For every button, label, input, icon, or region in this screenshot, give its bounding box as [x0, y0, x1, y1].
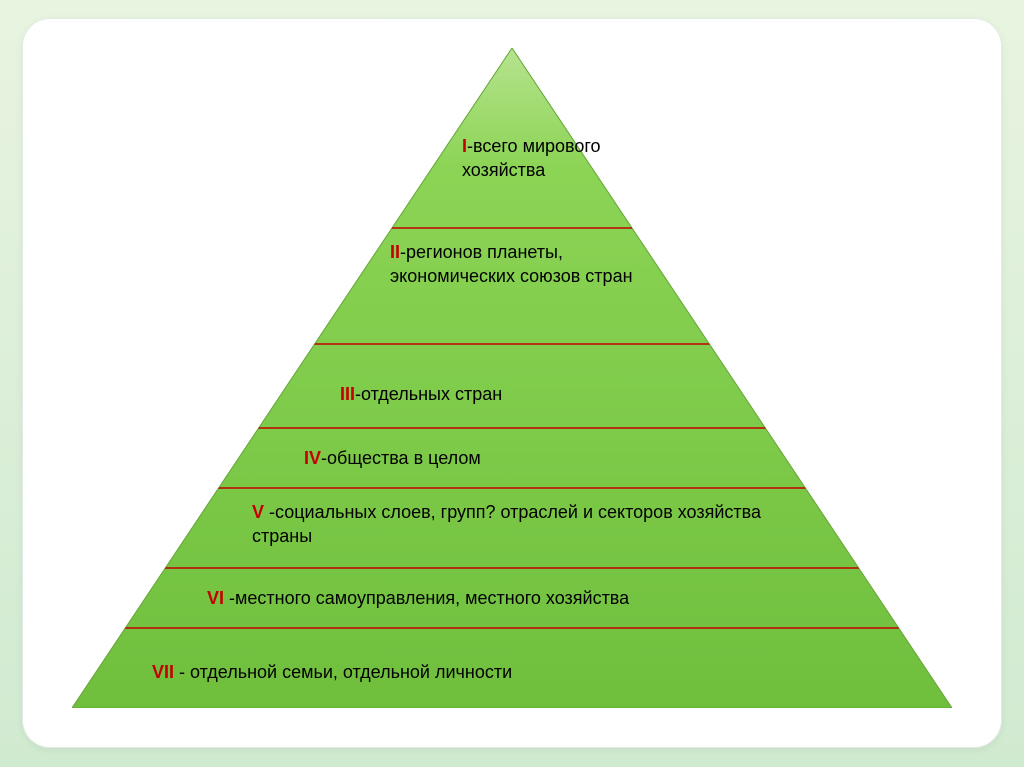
- level-1-text: -всего мирового хозяйства: [462, 136, 601, 180]
- level-2-numeral: II: [390, 242, 400, 262]
- level-5-numeral: V: [252, 502, 264, 522]
- level-7-numeral: VII: [152, 662, 174, 682]
- level-2-label: II-регионов планеты, экономических союзо…: [390, 240, 650, 289]
- level-4-numeral: IV: [304, 448, 321, 468]
- level-1-label: I-всего мирового хозяйства: [462, 134, 612, 183]
- level-4-text: -общества в целом: [321, 448, 481, 468]
- level-3-label: III-отдельных стран: [340, 382, 700, 406]
- pyramid: I-всего мирового хозяйства II-регионов п…: [72, 48, 952, 708]
- level-3-numeral: III: [340, 384, 355, 404]
- level-7-text: - отдельной семьи, отдельной личности: [174, 662, 512, 682]
- level-5-label: V -социальных слоев, групп? отраслей и с…: [252, 500, 792, 549]
- level-6-text: -местного самоуправления, местного хозяй…: [224, 588, 629, 608]
- level-2-text: -регионов планеты, экономических союзов …: [390, 242, 633, 286]
- content-card: I-всего мирового хозяйства II-регионов п…: [22, 18, 1002, 748]
- level-5-text: -социальных слоев, групп? отраслей и сек…: [252, 502, 761, 546]
- level-4-label: IV-общества в целом: [304, 446, 724, 470]
- level-3-text: -отдельных стран: [355, 384, 502, 404]
- level-7-label: VII - отдельной семьи, отдельной личност…: [152, 660, 892, 684]
- level-6-numeral: VI: [207, 588, 224, 608]
- level-6-label: VI -местного самоуправления, местного хо…: [207, 586, 847, 610]
